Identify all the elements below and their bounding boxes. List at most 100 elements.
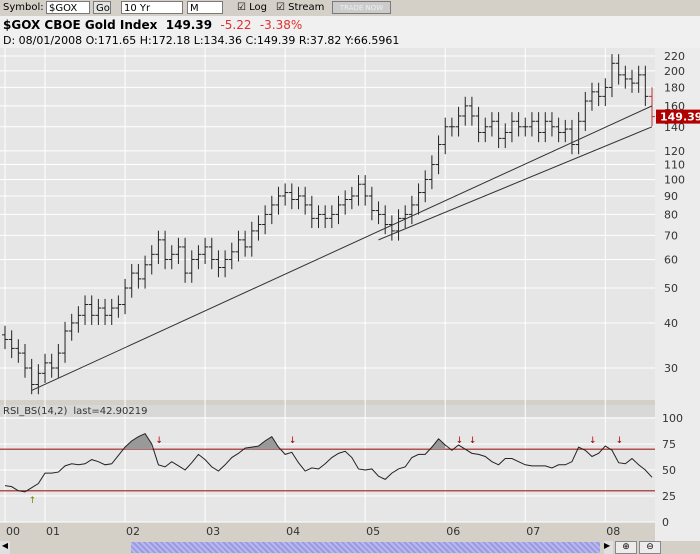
price-bar [495, 112, 502, 149]
price-bar [355, 175, 362, 206]
rsi-tick-label: 25 [662, 490, 676, 503]
price-bar [108, 298, 115, 326]
price-bar [8, 330, 15, 359]
price-bar [649, 87, 655, 127]
rsi-overbought-shade [431, 438, 446, 450]
price-bar [215, 250, 222, 278]
rsi-overbought-shade [125, 433, 152, 450]
price-bar [68, 313, 75, 341]
go-button[interactable]: Go [93, 1, 111, 14]
rsi-tick-label: 100 [662, 412, 683, 425]
x-tick-label: 02 [126, 525, 140, 538]
sell-signal-arrow-icon: ↓ [289, 436, 297, 446]
price-bar [48, 353, 55, 378]
log-checkbox[interactable]: ☑ Log [237, 2, 268, 13]
stream-checkbox[interactable]: ☑ Stream [276, 2, 325, 13]
x-tick-label: 00 [6, 525, 20, 538]
buy-signal-arrow-icon: ↑ [29, 496, 37, 506]
price-bar [242, 230, 249, 257]
price-bar [315, 205, 322, 229]
price-bar [168, 245, 175, 270]
last-price-tag-label: 149.39 [660, 111, 700, 124]
price-bar [88, 295, 95, 326]
price-bar [235, 230, 242, 262]
period-select[interactable]: M [187, 1, 223, 14]
price-bar [255, 215, 262, 241]
price-tick-label: 220 [664, 50, 685, 63]
price-tick-label: 50 [664, 282, 678, 295]
scroll-thumb[interactable] [131, 542, 600, 553]
price-bar [288, 183, 295, 210]
rsi-plot-area [0, 405, 655, 522]
price-bar [228, 242, 235, 270]
price-bar [575, 112, 582, 155]
price-bar [222, 250, 229, 278]
range-select[interactable]: 10 Yr [121, 1, 183, 14]
price-bar [608, 54, 615, 98]
trade-now-button[interactable]: TRADE NOW [332, 1, 391, 14]
price-tick-label: 180 [664, 81, 685, 94]
scrollbar[interactable]: ◀ ▶ ⊕ ⊖ [0, 541, 700, 554]
price-bar [115, 295, 122, 318]
price-bar [202, 237, 209, 265]
zoom-out-icon[interactable]: ⊖ [639, 541, 661, 554]
price-bar [95, 298, 102, 326]
symbol-input[interactable]: $GOX [46, 1, 90, 14]
x-tick-label: 04 [286, 525, 300, 538]
price-bar [375, 201, 382, 225]
sell-signal-arrow-icon: ↓ [456, 436, 464, 446]
price-bar [155, 230, 162, 265]
x-tick-label: 03 [206, 525, 220, 538]
price-tick-label: 70 [664, 229, 678, 242]
price-bar [388, 215, 395, 241]
price-bar [368, 186, 375, 221]
price-bar [82, 295, 89, 326]
rsi-header-band [0, 405, 655, 417]
price-bar [182, 237, 189, 283]
zoom-in-icon[interactable]: ⊕ [615, 541, 637, 554]
price-tick-label: 60 [664, 253, 678, 266]
price-bar [342, 190, 349, 215]
price-bar [348, 186, 355, 210]
x-tick-label: 06 [446, 525, 460, 538]
chart-title: $GOX CBOE Gold Index [3, 18, 158, 32]
price-bar [595, 82, 602, 107]
last-price: 149.39 [165, 18, 213, 32]
price-bar [508, 112, 515, 143]
scroll-left-arrow[interactable]: ◀ [0, 541, 10, 554]
trendline [378, 126, 653, 241]
price-bar [428, 155, 435, 190]
price-bar [15, 339, 22, 363]
price-tick-label: 110 [664, 159, 685, 172]
price-tick-label: 40 [664, 317, 678, 330]
x-tick-label: 07 [526, 525, 540, 538]
price-bar [582, 91, 589, 131]
price-bar [448, 117, 455, 137]
price-bar [308, 195, 315, 229]
price-change: -5.22 [220, 18, 252, 32]
trendline [31, 105, 653, 391]
price-bar [442, 117, 449, 155]
title-line: $GOX CBOE Gold Index 149.39 -5.22 -3.38% [3, 18, 302, 32]
symbol-label: Symbol: [3, 2, 44, 13]
price-bar [122, 278, 129, 315]
price-chart[interactable]: 3040506070809010011012014016018020022000… [0, 48, 700, 541]
stream-label: Stream [288, 2, 325, 13]
rsi-line [4, 432, 653, 493]
price-bar [542, 112, 549, 143]
price-bar [102, 298, 109, 326]
price-bar [462, 96, 469, 126]
rsi-tick-label: 75 [662, 438, 676, 451]
chart-header: $GOX CBOE Gold Index 149.39 -5.22 -3.38%… [0, 16, 700, 48]
price-bar [262, 205, 269, 235]
scroll-right-arrow[interactable]: ▶ [604, 541, 613, 554]
price-bar [622, 65, 629, 89]
price-bar [522, 117, 529, 137]
price-bar [435, 135, 442, 175]
price-bar [282, 183, 289, 206]
price-tick-label: 120 [664, 145, 685, 158]
price-bar [588, 82, 595, 111]
price-bar [482, 117, 489, 143]
price-change-pct: -3.38% [259, 18, 303, 32]
x-tick-label: 08 [606, 525, 620, 538]
